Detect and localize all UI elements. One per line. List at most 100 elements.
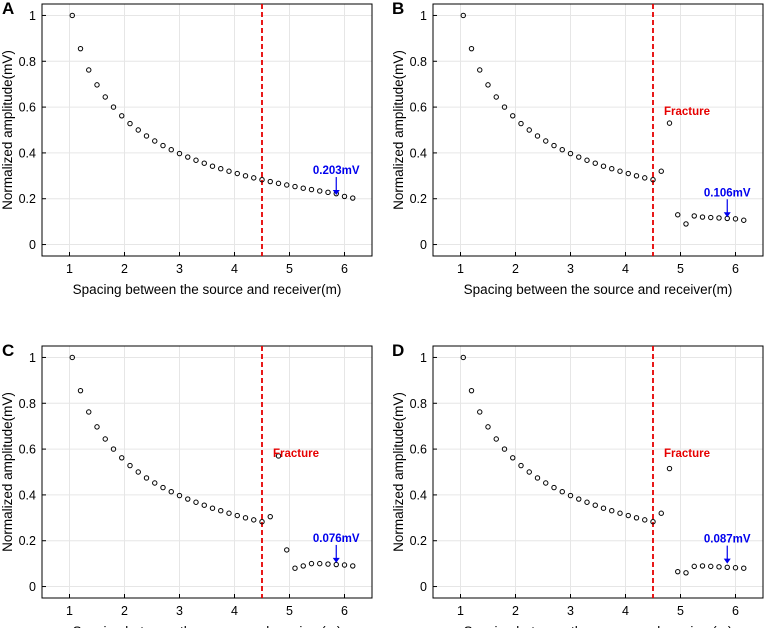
data-point [600, 163, 607, 169]
y-tick-label: 0 [420, 580, 427, 594]
amplitude-annotation: 0.076mV [313, 533, 360, 545]
data-point [683, 570, 689, 576]
data-point [350, 195, 356, 201]
data-point [102, 94, 108, 100]
data-point [708, 214, 714, 221]
data-point [699, 214, 706, 220]
data-point [741, 565, 747, 571]
x-tick-label: 1 [66, 262, 73, 276]
data-point [609, 166, 615, 172]
data-point [650, 177, 656, 183]
data-point [650, 519, 656, 525]
data-point [292, 565, 298, 571]
fracture-label: Fracture [664, 106, 710, 118]
x-tick-label: 1 [66, 604, 73, 618]
data-point [543, 138, 549, 144]
axes-box [41, 3, 373, 257]
data-point [724, 564, 730, 571]
data-point [226, 510, 232, 516]
data-point [534, 133, 541, 139]
x-tick-label: 3 [176, 262, 183, 276]
amplitude-annotation: 0.106mV [704, 187, 751, 199]
amplitude-annotation: 0.203mV [313, 165, 360, 177]
panel-d: D 1 2 3 4 5 6 0 0.2 0.4 0.6 0.8 1 Spacing between the… [391, 341, 764, 628]
y-tick-label: 0 [29, 580, 36, 594]
data-point [675, 568, 681, 575]
x-tick-label: 6 [341, 262, 348, 276]
data-point [658, 168, 664, 174]
data-point [526, 127, 532, 133]
data-point [284, 182, 290, 188]
x-tick-label: 2 [512, 604, 519, 618]
y-tick-label: 0.8 [410, 397, 427, 411]
data-point [642, 517, 648, 523]
data-point [609, 508, 615, 514]
y-axis-label: Normalized amplitude(mV) [0, 392, 15, 552]
y-tick-label: 0 [29, 238, 36, 252]
data-point [86, 409, 92, 415]
data-point [143, 475, 150, 481]
fracture-label: Fracture [273, 448, 319, 460]
data-point [193, 157, 199, 163]
data-point [160, 484, 166, 491]
x-tick-label: 6 [732, 604, 739, 618]
data-point [127, 120, 133, 127]
x-tick-label: 5 [286, 604, 293, 618]
data-point [234, 170, 240, 177]
data-point [201, 160, 207, 166]
data-point [325, 561, 331, 567]
data-point [501, 104, 508, 110]
x-tick-label: 3 [176, 604, 183, 618]
panel-letter: B [392, 0, 404, 18]
y-tick-label: 0.4 [410, 146, 427, 160]
y-tick-label: 0.8 [410, 55, 427, 69]
data-point [592, 502, 598, 508]
x-tick-label: 4 [622, 604, 629, 618]
data-point [333, 561, 339, 568]
fracture-label: Fracture [664, 448, 710, 460]
data-point [317, 560, 323, 567]
data-point [518, 462, 524, 469]
data-point [185, 496, 191, 502]
data-point [275, 180, 282, 187]
y-tick-label: 0 [420, 238, 427, 252]
data-point [152, 138, 158, 144]
x-tick-label: 6 [732, 262, 739, 276]
data-point [716, 564, 722, 570]
x-axis-label: Spacing between the source and receiver(… [464, 624, 733, 628]
y-tick-label: 0.4 [19, 488, 36, 502]
data-point [501, 446, 508, 452]
data-point [691, 213, 697, 219]
data-point [576, 496, 582, 502]
data-point [218, 508, 224, 514]
y-tick-label: 0.6 [19, 101, 36, 115]
data-point [234, 512, 240, 519]
data-point [193, 499, 199, 505]
data-point [110, 446, 117, 452]
data-point [625, 512, 631, 519]
data-point [526, 469, 532, 475]
data-point [460, 12, 466, 19]
data-point [576, 154, 582, 160]
data-point [477, 409, 483, 415]
y-tick-label: 1 [420, 9, 427, 23]
data-point [69, 354, 75, 361]
data-point [94, 424, 100, 430]
data-point [468, 387, 475, 394]
axes-box [432, 345, 764, 599]
data-point [251, 517, 257, 523]
data-point [77, 45, 84, 52]
data-point [160, 142, 166, 149]
data-point [275, 453, 282, 459]
data-point [102, 436, 108, 442]
data-point [567, 492, 574, 499]
data-point [259, 177, 265, 183]
data-point [341, 193, 348, 200]
data-point [119, 455, 125, 461]
x-axis-label: Spacing between the source and receiver(… [73, 282, 342, 297]
data-point [242, 515, 249, 521]
data-point [300, 563, 306, 569]
x-tick-label: 2 [121, 604, 128, 618]
